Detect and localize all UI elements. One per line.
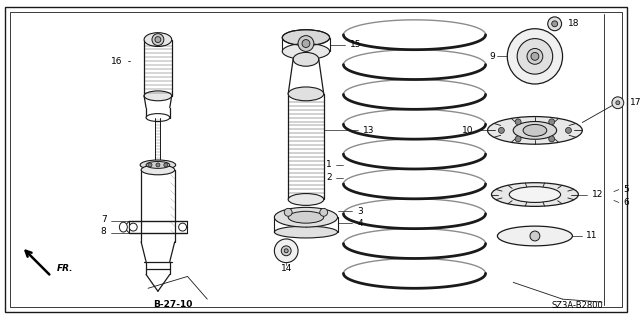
Circle shape bbox=[152, 34, 164, 46]
Ellipse shape bbox=[282, 43, 330, 59]
Circle shape bbox=[616, 101, 620, 105]
Circle shape bbox=[515, 136, 521, 142]
Ellipse shape bbox=[488, 116, 582, 144]
Text: 18: 18 bbox=[568, 19, 579, 28]
Text: 1: 1 bbox=[326, 160, 332, 169]
Ellipse shape bbox=[513, 122, 557, 139]
Text: 6: 6 bbox=[624, 198, 630, 207]
Circle shape bbox=[179, 223, 186, 231]
Circle shape bbox=[548, 136, 555, 142]
Text: 12: 12 bbox=[592, 190, 604, 199]
Text: 2: 2 bbox=[326, 173, 332, 182]
Ellipse shape bbox=[144, 91, 172, 101]
Circle shape bbox=[320, 208, 328, 216]
Text: 16: 16 bbox=[111, 57, 122, 66]
Ellipse shape bbox=[497, 226, 572, 246]
Ellipse shape bbox=[146, 114, 170, 122]
Ellipse shape bbox=[144, 33, 172, 47]
Circle shape bbox=[164, 163, 168, 167]
Circle shape bbox=[281, 246, 291, 256]
Text: B-27-10: B-27-10 bbox=[153, 300, 193, 308]
Text: 8: 8 bbox=[101, 226, 107, 235]
Text: 11: 11 bbox=[586, 232, 598, 241]
Ellipse shape bbox=[140, 160, 175, 170]
Circle shape bbox=[531, 52, 539, 60]
Circle shape bbox=[530, 231, 540, 241]
Text: SZ3A-B2800: SZ3A-B2800 bbox=[552, 300, 604, 309]
Circle shape bbox=[155, 37, 161, 42]
Circle shape bbox=[284, 249, 288, 253]
Text: 13: 13 bbox=[363, 126, 374, 135]
Circle shape bbox=[284, 208, 292, 216]
Ellipse shape bbox=[288, 87, 324, 101]
Circle shape bbox=[508, 29, 563, 84]
Circle shape bbox=[302, 40, 310, 48]
Ellipse shape bbox=[288, 211, 324, 223]
Circle shape bbox=[298, 36, 314, 51]
Ellipse shape bbox=[492, 183, 579, 206]
Circle shape bbox=[548, 17, 561, 31]
Text: 5: 5 bbox=[624, 185, 630, 194]
Circle shape bbox=[515, 119, 521, 125]
Text: 14: 14 bbox=[280, 264, 292, 273]
Text: 7: 7 bbox=[101, 215, 107, 224]
Ellipse shape bbox=[120, 222, 127, 232]
Ellipse shape bbox=[288, 194, 324, 205]
Text: 17: 17 bbox=[630, 98, 640, 107]
Ellipse shape bbox=[282, 30, 330, 46]
Text: 3: 3 bbox=[357, 207, 363, 216]
Ellipse shape bbox=[275, 226, 337, 238]
Circle shape bbox=[566, 127, 572, 133]
Ellipse shape bbox=[523, 124, 547, 136]
Circle shape bbox=[517, 39, 553, 74]
Circle shape bbox=[612, 97, 624, 109]
Circle shape bbox=[148, 163, 152, 167]
Ellipse shape bbox=[275, 207, 337, 227]
Text: 15: 15 bbox=[350, 40, 362, 49]
Ellipse shape bbox=[146, 161, 170, 168]
Text: 9: 9 bbox=[490, 52, 495, 61]
Ellipse shape bbox=[509, 187, 561, 203]
Circle shape bbox=[527, 48, 543, 64]
Text: FR.: FR. bbox=[57, 264, 74, 273]
Text: 4: 4 bbox=[357, 219, 363, 228]
Ellipse shape bbox=[141, 165, 175, 175]
Ellipse shape bbox=[293, 52, 319, 66]
Circle shape bbox=[552, 21, 557, 27]
Text: 10: 10 bbox=[462, 126, 474, 135]
Circle shape bbox=[499, 127, 504, 133]
Circle shape bbox=[275, 239, 298, 263]
Circle shape bbox=[156, 163, 160, 167]
Circle shape bbox=[129, 223, 137, 231]
Circle shape bbox=[548, 119, 555, 125]
